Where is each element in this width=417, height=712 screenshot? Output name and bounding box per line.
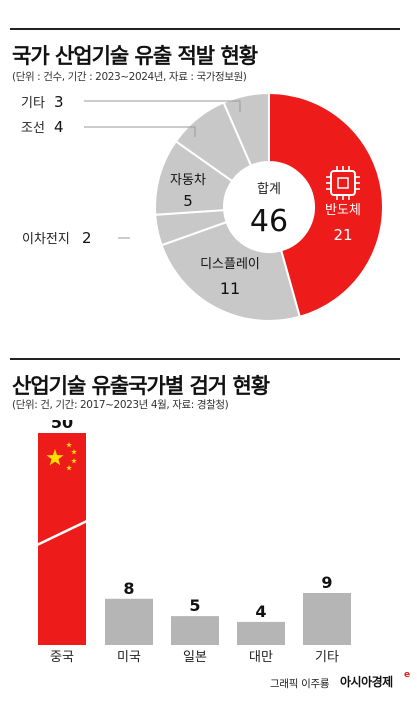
bar-category-label-3: 대만 <box>249 650 273 665</box>
pie-slice-1 <box>160 220 301 322</box>
pie-chart-title: 국가 산업기술 유출 적발 현황 <box>12 44 258 68</box>
pie-slice-0 <box>268 91 384 319</box>
bar-1 <box>105 598 153 645</box>
bar-3 <box>237 621 285 645</box>
top-rule <box>10 28 400 30</box>
pie-value-3: 5 <box>183 192 193 210</box>
bar-category-label-1: 미국 <box>117 650 141 665</box>
pie-total-label: 합계 <box>257 182 281 197</box>
bar-value-label-1: 8 <box>123 579 134 598</box>
pie-leader-line-4 <box>84 126 196 137</box>
bar-value-label-2: 5 <box>189 596 200 615</box>
pie-label-0: 반도체 <box>325 203 361 218</box>
bar-2 <box>171 616 219 645</box>
pie-value-0: 21 <box>333 226 352 244</box>
pie-chart-subtitle: (단위 : 건수, 기간 : 2023~2024년, 자료 : 국가정보원) <box>12 71 247 83</box>
pie-value-5: 3 <box>54 93 64 111</box>
pie-leader-line-5 <box>84 100 241 112</box>
bar-0 <box>38 433 86 645</box>
pie-label-5: 기타 <box>21 96 45 111</box>
pie-chart: 반도체 21 디스플레이 11 이차전지 2 자동차 5 조선 4 기타 3 합계 46 <box>21 91 384 322</box>
chip-icon <box>326 166 360 200</box>
bar-chart-subtitle: (단위: 건, 기간: 2017~2023년 4월, 자료: 경찰청) <box>12 399 229 411</box>
middle-rule <box>10 358 400 360</box>
pie-slice-5 <box>222 91 270 168</box>
brand-mark-icon: e <box>404 670 411 680</box>
axis-break-line <box>36 519 88 547</box>
bar-4 <box>303 593 351 645</box>
pie-label-2: 이차전지 <box>22 232 70 247</box>
bar-value-label-3: 4 <box>255 602 266 621</box>
pie-label-3: 자동차 <box>170 173 206 188</box>
pie-label-4: 조선 <box>21 121 45 136</box>
bar-value-label-4: 9 <box>321 573 332 592</box>
bar-value-label-0: 50 <box>51 420 73 432</box>
brand-logo: 아시아경제 <box>340 675 393 689</box>
bar-chart-title: 산업기술 유출국가별 검거 현황 <box>12 374 270 398</box>
graphic-credit: 그래픽 이주룡 <box>270 678 330 690</box>
bar-category-label-0: 중국 <box>50 650 74 665</box>
pie-label-1: 디스플레이 <box>200 257 260 272</box>
pie-value-2: 2 <box>82 229 92 247</box>
pie-value-4: 4 <box>54 118 64 136</box>
bar-category-label-4: 기타 <box>315 650 339 665</box>
bar-category-label-2: 일본 <box>183 650 207 665</box>
pie-value-1: 11 <box>220 279 240 298</box>
pie-total-value: 46 <box>250 204 288 239</box>
china-flag-icon <box>46 442 77 471</box>
bar-chart: 50 중국 8 미국 5 일본 4 대만 9 기타 <box>36 420 351 665</box>
